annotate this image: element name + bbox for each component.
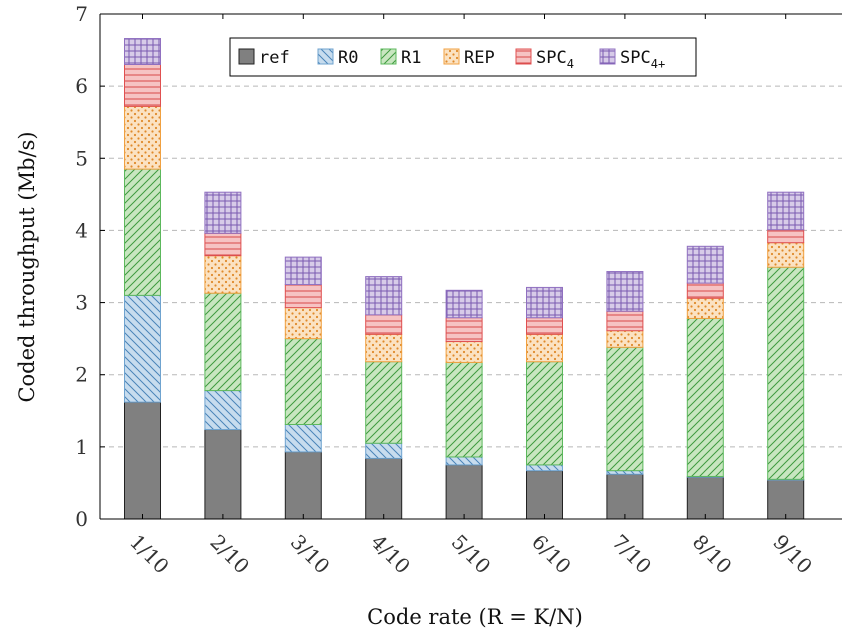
bar-segment-spc-4+-4 [365,276,403,316]
y-tick-label: 5 [75,146,88,170]
bar-segment-ref-8 [686,476,724,520]
bar-segment-spc-4-3 [284,284,322,309]
bar-segment-r0-1 [124,294,161,403]
bar-segment-ref-2 [204,429,242,520]
y-tick-labels: 0 1 2 3 4 5 6 7 [75,2,88,531]
bar-segment-ref-6 [526,470,563,520]
x-tick-labels: 1/10 2/10 3/10 4/10 5/10 6/10 7/10 8/10 9/10 [125,530,817,579]
bar-segment-ref-7 [606,473,644,520]
bar-segment-ref-1 [124,401,161,520]
bar-segment-ref-9 [767,479,805,520]
bar-segment-rep-9 [767,242,805,268]
bar-segment-rep-1 [124,105,161,170]
bar-segment-r1-9 [767,266,805,480]
y-tick-label: 4 [75,218,88,242]
legend-label: SPC4 [536,48,574,71]
legend-swatch [317,48,334,65]
legend-box [229,37,697,77]
legend-label: R1 [401,48,421,68]
bar-segment-ref-4 [365,457,403,520]
bars [124,38,805,520]
bar-segment-r0-3 [284,423,322,453]
legend-swatch [443,48,460,65]
bar-segment-r0-6 [526,464,563,472]
x-axis-title: Code rate (R = K/N) [367,605,583,629]
bar-segment-spc-4-2 [204,232,242,257]
legend-label: REP [464,48,495,68]
bar-segment-r0-7 [606,470,644,475]
legend-swatch [599,48,616,65]
bar-segment-r1-6 [526,361,563,466]
y-axis-title: Coded throughput (Mb/s) [15,131,39,402]
bar-segment-spc-4-5 [445,317,483,343]
legend-swatch [515,48,532,65]
axes [99,13,842,520]
legend-label-subscript: 4 [567,57,574,71]
bar-segment-spc-4-6 [526,317,563,335]
bar-segment-spc-4-4 [365,314,403,335]
y-tick-label: 2 [75,363,88,387]
bar-segment-spc-4+-9 [767,191,805,231]
bar-segment-spc-4-9 [767,229,805,244]
legend-swatch [238,48,255,65]
legend-label: ref [259,48,290,68]
x-tick-label: 6/10 [527,530,576,579]
x-tick-label: 2/10 [205,530,254,579]
bar-segment-ref-5 [445,464,483,520]
y-tick-label: 1 [75,435,88,459]
y-tick-label: 0 [75,507,88,531]
bar-segment-spc-4-1 [124,64,161,107]
bar-segment-rep-8 [686,297,724,319]
bar-segment-spc-4+-6 [526,286,563,319]
y-tick-label: 6 [75,74,88,98]
bar-segment-rep-5 [445,341,483,363]
bar-segment-r1-5 [445,361,483,458]
bar-segment-r0-4 [365,442,403,459]
bar-segment-rep-4 [365,333,403,363]
bar-segment-rep-7 [606,330,644,348]
legend: ref R0 R1 REP SPC4 SPC4+ [229,37,697,77]
legend-label: R0 [338,48,358,68]
bar-segment-r1-4 [365,361,403,444]
bar-segment-spc-4+-7 [606,271,644,312]
bar-segment-r1-8 [686,317,724,477]
y-tick-label: 7 [75,2,88,26]
y-tick-label: 3 [75,291,88,315]
bar-segment-spc-4+-1 [124,38,161,65]
bar-segment-ref-3 [284,451,322,520]
x-tick-label: 8/10 [688,530,737,579]
bar-segment-rep-3 [284,307,322,340]
bar-segment-r1-2 [204,292,242,392]
bar-segment-r1-7 [606,346,644,472]
bar-segment-r0-5 [445,456,483,466]
bar-segment-r0-2 [204,390,242,431]
bar-segment-rep-6 [526,333,563,363]
bar-segment-spc-4-8 [686,282,724,299]
x-tick-label: 5/10 [447,530,496,579]
x-tick-label: 4/10 [366,530,415,579]
bar-segment-r1-1 [124,168,161,296]
bar-segment-spc-4+-8 [686,245,724,284]
bar-segment-r1-3 [284,338,322,425]
bar-segment-spc-4+-3 [284,256,322,286]
x-tick-label: 9/10 [768,530,817,579]
x-tick-label: 1/10 [125,530,174,579]
bar-segment-rep-2 [204,255,242,294]
x-tick-label: 7/10 [607,530,656,579]
x-tick-label: 3/10 [286,530,335,579]
bar-segment-spc-4-7 [606,310,644,332]
legend-label-subscript: 4+ [651,57,665,71]
bar-segment-spc-4+-2 [204,191,242,234]
legend-swatch [380,48,397,65]
bar-segment-spc-4+-5 [445,289,483,319]
